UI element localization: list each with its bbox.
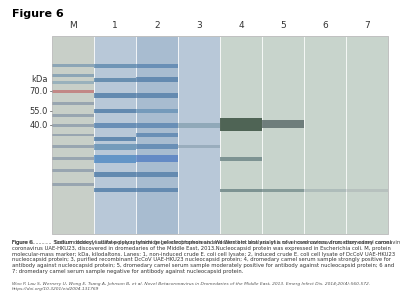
Text: 6: 6 <box>322 21 328 30</box>
Text: 70.0: 70.0 <box>30 87 48 96</box>
Bar <box>136 155 178 162</box>
FancyBboxPatch shape <box>220 36 262 234</box>
FancyBboxPatch shape <box>94 36 136 234</box>
Text: 55.0: 55.0 <box>30 107 48 116</box>
Bar <box>52 90 94 93</box>
Bar <box>52 36 388 234</box>
Bar <box>52 74 94 77</box>
FancyBboxPatch shape <box>262 36 304 234</box>
Bar <box>52 183 94 186</box>
Text: Figure 6. . . . . .  Sodium dodecyl sulfate-polyacrylamide gel electrophoresis a: Figure 6. . . . . . Sodium dodecyl sulfa… <box>12 240 395 274</box>
Text: 7: 7 <box>364 21 370 30</box>
Bar <box>94 64 136 68</box>
Bar <box>94 144 136 150</box>
Text: M: M <box>69 21 77 30</box>
Bar <box>136 93 178 98</box>
Bar <box>304 189 346 192</box>
Bar <box>136 133 178 137</box>
Text: Woo P, Lau S, Wernery U, Wong E, Tsang A, Johnson B, et al. Novel Betacoronaviru: Woo P, Lau S, Wernery U, Wong E, Tsang A… <box>12 282 370 291</box>
Bar <box>178 123 220 128</box>
Text: 3: 3 <box>196 21 202 30</box>
Text: 2: 2 <box>154 21 160 30</box>
Text: Figure 6. . . . . .  Sodium dodecyl sulfate-polyacrylamide gel electrophoresis a: Figure 6. . . . . . Sodium dodecyl sulfa… <box>12 240 400 245</box>
Bar <box>52 102 94 105</box>
Bar <box>136 64 178 68</box>
Text: kDa: kDa <box>32 75 48 84</box>
Text: Figure 6: Figure 6 <box>12 9 64 19</box>
Bar <box>52 114 94 117</box>
Bar <box>94 78 136 82</box>
FancyBboxPatch shape <box>178 36 220 234</box>
Bar <box>52 169 94 172</box>
Bar <box>94 172 136 177</box>
Text: 5: 5 <box>280 21 286 30</box>
Bar <box>136 123 178 128</box>
Bar <box>94 137 136 141</box>
Text: 40.0: 40.0 <box>30 121 48 130</box>
Bar <box>94 93 136 98</box>
Bar <box>52 81 94 84</box>
Bar <box>136 109 178 113</box>
Bar <box>52 134 94 136</box>
Bar <box>52 158 94 160</box>
Bar <box>136 172 178 177</box>
Bar <box>94 109 136 113</box>
Bar <box>178 146 220 148</box>
Bar <box>262 189 304 192</box>
Bar <box>94 123 136 128</box>
FancyBboxPatch shape <box>346 36 388 234</box>
Bar <box>136 77 178 82</box>
Bar <box>52 146 94 148</box>
Bar <box>262 120 304 128</box>
Bar <box>220 189 262 192</box>
FancyBboxPatch shape <box>136 36 178 234</box>
Bar <box>220 157 262 161</box>
Text: 1: 1 <box>112 21 118 30</box>
Bar <box>52 64 94 68</box>
Bar <box>220 118 262 130</box>
FancyBboxPatch shape <box>304 36 346 234</box>
Bar <box>94 155 136 163</box>
Bar <box>136 144 178 149</box>
Bar <box>346 189 388 192</box>
Bar <box>94 188 136 192</box>
Bar <box>52 124 94 127</box>
Text: 4: 4 <box>238 21 244 30</box>
FancyBboxPatch shape <box>52 36 94 234</box>
Bar <box>136 188 178 192</box>
